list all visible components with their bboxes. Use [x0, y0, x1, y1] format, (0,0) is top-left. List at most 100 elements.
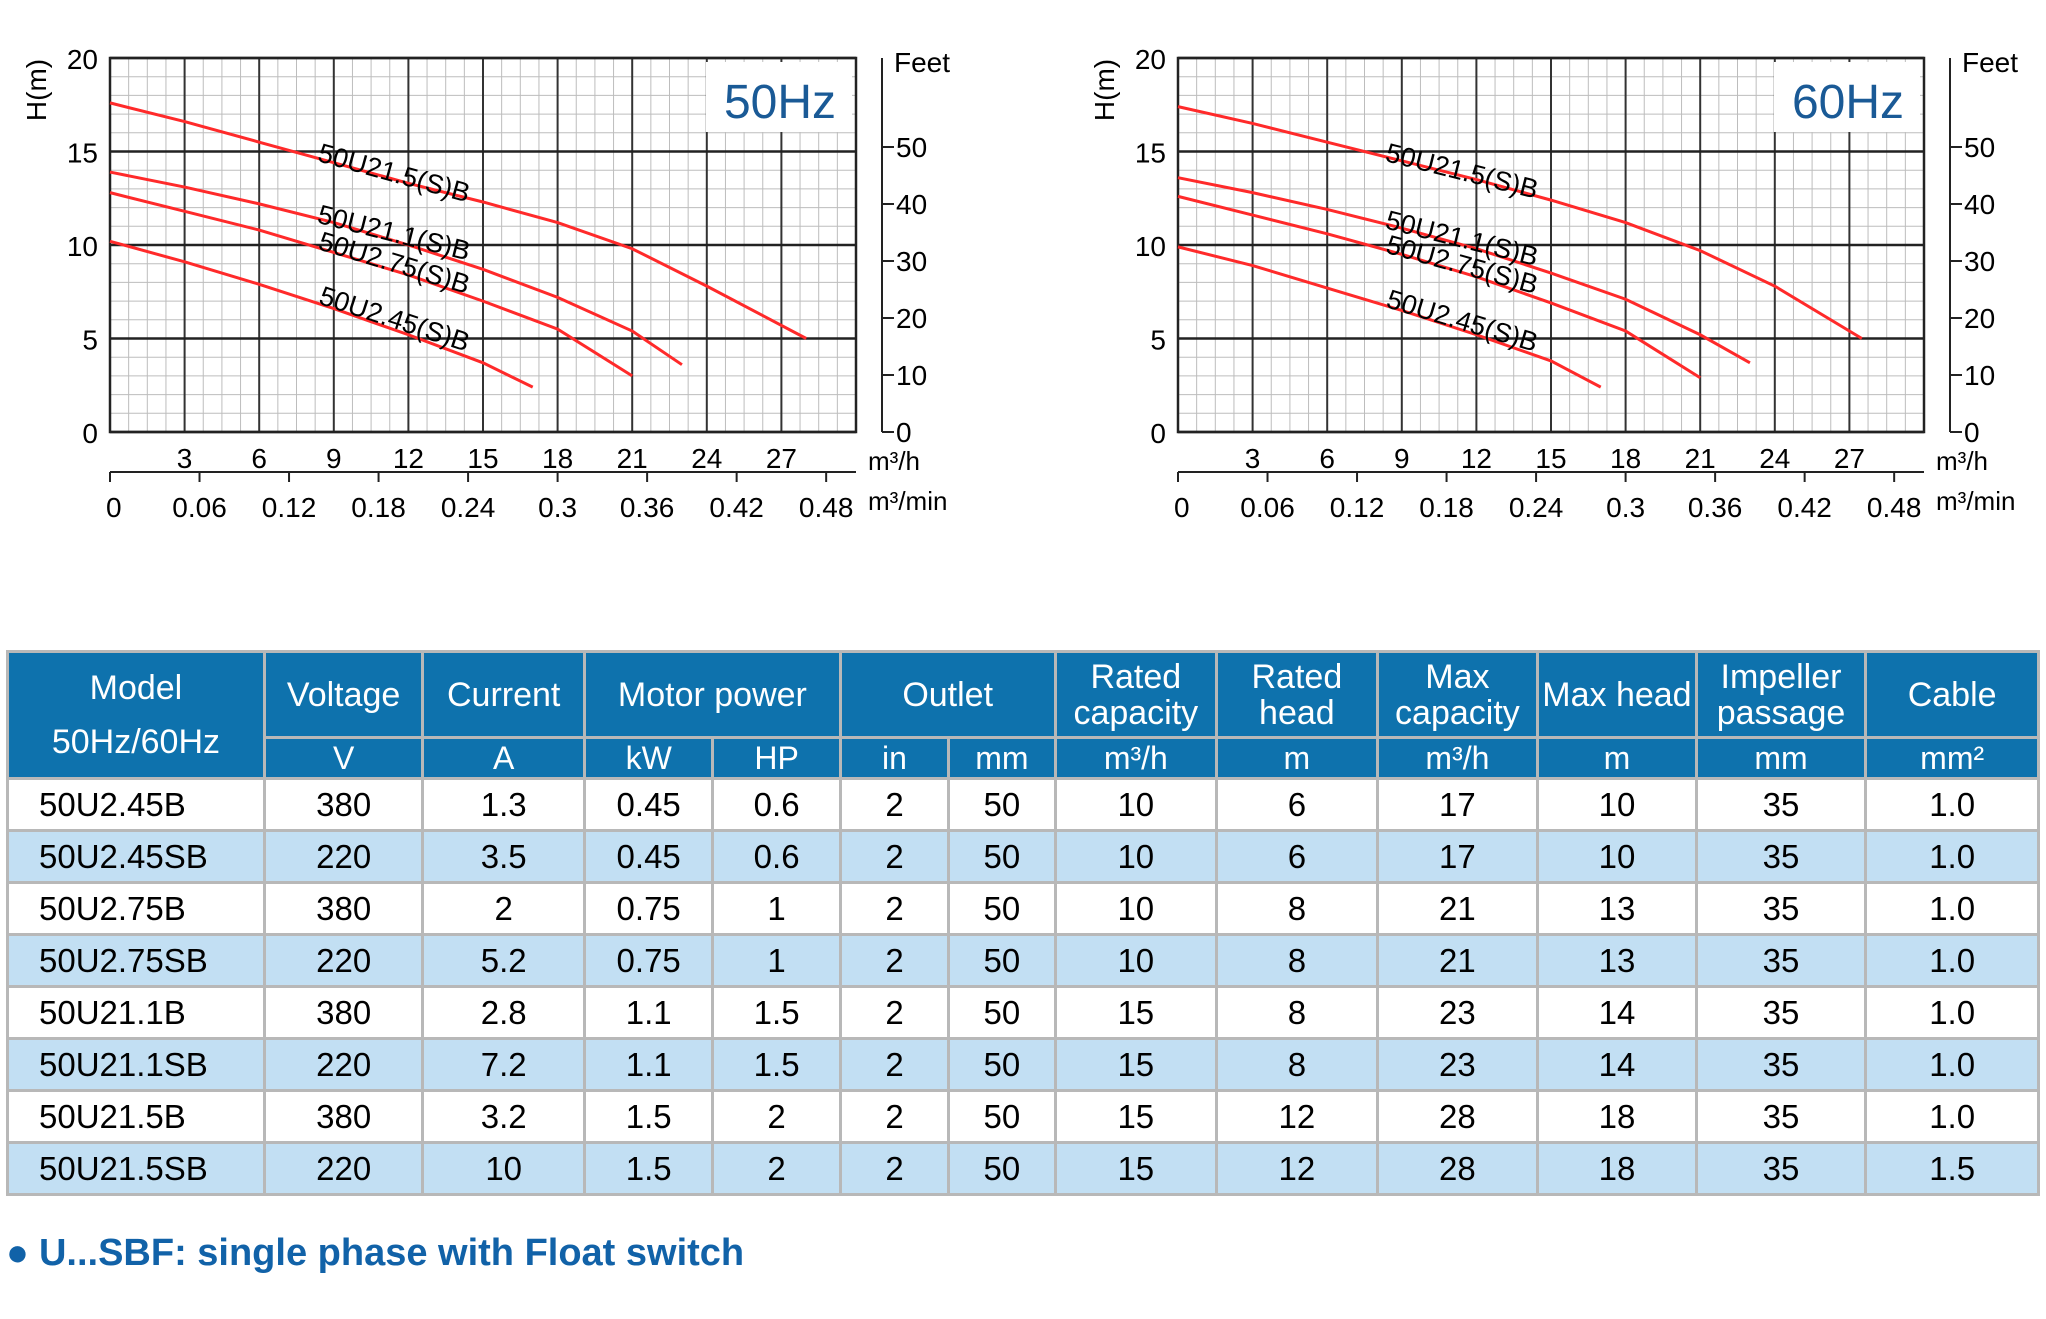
x-tick-label: 24 [1759, 443, 1790, 474]
table-cell: 220 [262, 829, 425, 884]
table-body: 50U2.45B 380 1.3 0.45 0.6 2 50 10 6 17 10 35 1.0 50U2… [6, 777, 2040, 1196]
series-line [109, 191, 633, 378]
series-line [109, 239, 534, 389]
table-cell: 15 [1053, 1089, 1219, 1144]
model-cell: 50U21.1SB [6, 1037, 266, 1092]
table-cell: 12 [1215, 1089, 1379, 1144]
table-cell: 1.5 [582, 1089, 715, 1144]
table-cell: 8 [1215, 881, 1379, 936]
table-cell: 1.0 [1864, 829, 2040, 884]
unit-cell: m [1536, 736, 1698, 780]
x-tick-label: 21 [617, 443, 648, 474]
chart-50hz: 0 5 10 15 20 H(m) 0 10 20 30 40 50 Feet 3 6 9 12 15 18 21 24… [0, 0, 1000, 560]
table-cell: 2 [838, 985, 951, 1040]
feet-tick-label: 0 [1964, 417, 1980, 448]
title-bg [706, 62, 852, 132]
header-model-label: Model [89, 669, 183, 707]
table-cell: 3.2 [421, 1089, 586, 1144]
header-max-head: Max head [1536, 650, 1698, 739]
header-model-sub: 50Hz/60Hz [51, 723, 221, 761]
table-cell: 28 [1375, 1141, 1540, 1196]
x-tick-label: 12 [1461, 443, 1492, 474]
plot-frame [1176, 56, 1926, 434]
table-cell: 0.75 [582, 881, 715, 936]
table-cell: 35 [1694, 1089, 1868, 1144]
series-line [1177, 105, 1863, 340]
table-cell: 35 [1694, 933, 1868, 988]
table-row: 50U21.1B 380 2.8 1.1 1.5 2 50 15 8 23 14 35 1.0 [6, 985, 2040, 1040]
feet-tick-label: 50 [1964, 132, 1995, 163]
header-outlet: Outlet [838, 650, 1057, 739]
table-cell: 2 [838, 933, 951, 988]
table-cell: 2 [838, 1141, 951, 1196]
table-cell: 14 [1536, 985, 1698, 1040]
footnote: ● U...SBF: single phase with Float switch [6, 1232, 744, 1275]
model-cell: 50U21.5B [6, 1089, 266, 1144]
y-tick-label: 10 [1135, 231, 1166, 262]
series-line [1177, 176, 1751, 365]
x2-tick-label: 0.06 [1240, 492, 1295, 523]
table-units-row: V A kW HP in mm m³/h m m³/h m mm mm² [8, 736, 2040, 780]
table-cell: 35 [1694, 829, 1868, 884]
x-tick-label: 9 [1394, 443, 1410, 474]
series-line [1177, 245, 1602, 389]
table-cell: 220 [262, 933, 425, 988]
table-row: 50U2.75SB 220 5.2 0.75 1 2 50 10 8 21 13 35 1.0 [6, 933, 2040, 988]
header-max-capacity: Max capacity [1375, 650, 1540, 739]
x2-axis-label: m³/min [1936, 486, 2015, 516]
table-cell: 8 [1215, 985, 1379, 1040]
x2-tick-label: 0 [1174, 492, 1190, 523]
unit-cell: mm [947, 736, 1057, 780]
x2-tick-label: 0.3 [538, 492, 577, 523]
table-cell: 8 [1215, 933, 1379, 988]
x-tick-label: 15 [1535, 443, 1566, 474]
feet-tick-label: 10 [1964, 360, 1995, 391]
table-cell: 2 [838, 777, 951, 832]
model-cell: 50U21.5SB [6, 1141, 266, 1196]
table-cell: 23 [1375, 985, 1540, 1040]
table-cell: 380 [262, 1089, 425, 1144]
header-voltage: Voltage [262, 650, 425, 739]
y-tick-label: 20 [67, 44, 98, 75]
unit-cell: m³/h [1053, 736, 1219, 780]
x2-tick-label: 0.18 [351, 492, 406, 523]
table-cell: 1 [711, 881, 842, 936]
x-tick-label: 27 [766, 443, 797, 474]
unit-cell: V [262, 736, 425, 780]
table-cell: 8 [1215, 1037, 1379, 1092]
x2-axis-label: m³/min [868, 486, 947, 516]
unit-cell: mm [1694, 736, 1868, 780]
y-tick-label: 10 [67, 231, 98, 262]
table-cell: 2 [711, 1141, 842, 1196]
x2-tick-label: 0.42 [1777, 492, 1832, 523]
table-cell: 50 [947, 1089, 1057, 1144]
table-cell: 1.5 [711, 1037, 842, 1092]
title-bg [1774, 62, 1920, 132]
x2-tick-label: 0.06 [172, 492, 227, 523]
table-row: 50U21.1SB 220 7.2 1.1 1.5 2 50 15 8 23 14 35 1.0 [6, 1037, 2040, 1092]
table-cell: 15 [1053, 985, 1219, 1040]
table-cell: 6 [1215, 829, 1379, 884]
footnote-text: U...SBF: single phase with Float switch [38, 1232, 745, 1274]
unit-cell: HP [711, 736, 842, 780]
chart-60hz: 0 5 10 15 20 H(m) 0 10 20 30 40 50 Feet 3 6 9 12 15 18 21 24… [1068, 0, 2046, 560]
x-tick-label: 21 [1685, 443, 1716, 474]
unit-cell: m³/h [1375, 736, 1540, 780]
feet-axis-label: Feet [894, 47, 950, 78]
table-cell: 0.6 [711, 777, 842, 832]
table-cell: 1.0 [1864, 1089, 2040, 1144]
header-cable: Cable [1864, 650, 2040, 739]
model-cell: 50U2.45B [6, 777, 266, 832]
table-cell: 50 [947, 985, 1057, 1040]
table-cell: 18 [1536, 1089, 1698, 1144]
table-cell: 6 [1215, 777, 1379, 832]
table-cell: 28 [1375, 1089, 1540, 1144]
table-cell: 380 [262, 881, 425, 936]
series-line [109, 101, 807, 340]
x2-tick-label: 0.36 [1688, 492, 1743, 523]
unit-cell: mm² [1864, 736, 2040, 780]
table-cell: 0.75 [582, 933, 715, 988]
table-cell: 220 [262, 1141, 425, 1196]
header-rated-capacity: Rated capacity [1053, 650, 1219, 739]
chart-50hz-svg: 0 5 10 15 20 H(m) 0 10 20 30 40 50 Feet 3 6 9 12 15 18 21 24… [21, 44, 950, 523]
